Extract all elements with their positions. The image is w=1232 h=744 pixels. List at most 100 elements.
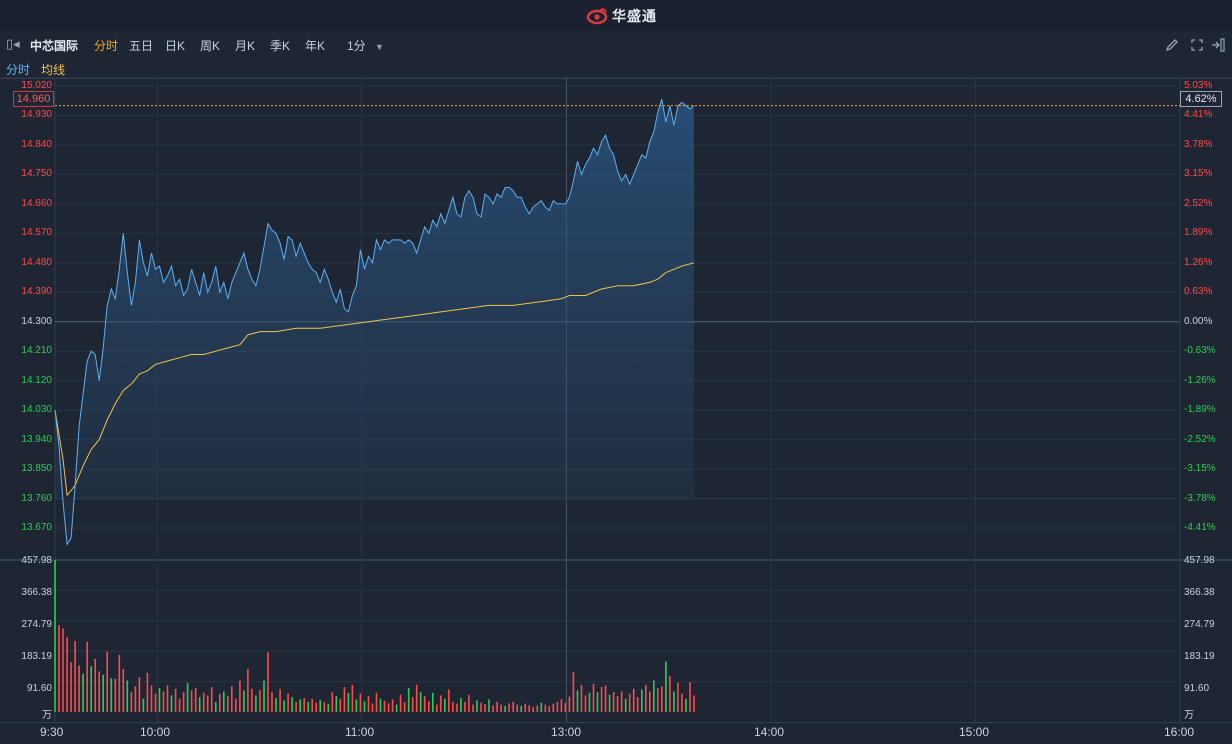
volume-tick-label: 366.38 [21, 587, 52, 598]
pencil-icon[interactable] [1165, 38, 1179, 52]
volume-tick-label: 91.60 [26, 683, 52, 694]
volume-bar [636, 697, 639, 712]
chart-toolbar: ▯◂ 中芯国际 分时 五日 日K 周K 月K 季K 年K 1分 ▼ [0, 31, 1232, 58]
volume-bar [178, 698, 181, 712]
volume-bar [673, 691, 675, 712]
volume-bar [371, 703, 374, 712]
volume-bar [223, 691, 225, 712]
interval-value: 1分 [347, 39, 366, 53]
volume-bar [206, 695, 209, 712]
time-tick-label: 15:00 [959, 725, 990, 739]
volume-bar [649, 691, 651, 712]
volume-bar [331, 692, 334, 712]
percent-tick-label: -0.63% [1184, 345, 1216, 357]
volume-bar [399, 694, 402, 712]
volume-bar [379, 698, 382, 712]
current-price-badge: 14.960 [13, 91, 54, 107]
volume-tick-label: 万 [42, 710, 52, 721]
volume-bar [186, 682, 189, 712]
volume-bar [536, 705, 539, 712]
percent-tick-label: 1.89% [1184, 227, 1213, 239]
volume-tick-label: 274.79 [1184, 619, 1215, 630]
volume-bar [142, 698, 145, 712]
volume-bar [528, 705, 530, 712]
tab-daily-k[interactable]: 日K [165, 39, 186, 53]
volume-bar [440, 695, 442, 712]
current-change-badge: 4.62% [1180, 91, 1222, 107]
price-tick-label: 13.850 [21, 463, 52, 475]
volume-bar [227, 696, 229, 712]
volume-bar [596, 692, 599, 712]
volume-bar [279, 688, 281, 712]
volume-bar [488, 699, 490, 712]
volume-bar [584, 695, 587, 712]
price-tick-label: 14.120 [21, 374, 52, 386]
volume-bar [677, 682, 679, 712]
brand-name: 华盛通 [612, 8, 657, 24]
volume-bar [363, 701, 366, 712]
volume-bar [307, 702, 309, 712]
volume-bar [544, 704, 547, 712]
tab-monthly-k[interactable]: 月K [235, 39, 256, 53]
volume-bar [235, 698, 237, 712]
volume-bar [669, 676, 671, 712]
tab-yearly-k[interactable]: 年K [305, 39, 326, 53]
volume-bar [215, 702, 217, 712]
fullscreen-icon[interactable] [1190, 38, 1204, 52]
volume-bar [343, 687, 346, 712]
volume-bar [520, 706, 522, 712]
volume-bar [114, 678, 117, 712]
volume-bar [54, 560, 56, 712]
volume-bar [608, 694, 611, 712]
volume-bar [448, 689, 450, 712]
volume-bar [323, 702, 326, 712]
volume-bar [90, 666, 92, 712]
volume-bar [251, 688, 253, 712]
tab-quarterly-k[interactable]: 季K [270, 39, 291, 53]
volume-bar [319, 700, 321, 712]
legend-minute[interactable]: 分时 [6, 63, 31, 77]
volume-bar [359, 693, 362, 712]
volume-bar [428, 701, 430, 712]
collapse-left-icon[interactable]: ▯◂ [6, 36, 20, 51]
volume-bar [162, 691, 165, 712]
time-tick-label: 14:00 [754, 725, 785, 739]
percent-tick-label: 0.63% [1184, 286, 1213, 298]
tab-weekly-k[interactable]: 周K [200, 39, 221, 53]
volume-bar [367, 696, 370, 712]
volume-bar [118, 654, 121, 712]
price-tick-label: 15.020 [21, 80, 52, 91]
volume-tick-label: 万 [1184, 710, 1194, 721]
interval-select[interactable]: 1分 ▼ [347, 37, 384, 54]
volume-bar [387, 703, 390, 712]
volume-bar [82, 673, 84, 712]
price-tick-label: 14.840 [21, 138, 52, 150]
volume-bar [66, 637, 68, 712]
brand-logo-icon [586, 8, 608, 25]
volume-bars [54, 560, 695, 712]
percent-tick-label: -3.15% [1184, 463, 1216, 475]
volume-bar [287, 693, 289, 712]
volume-bar [681, 693, 683, 712]
price-area [55, 99, 694, 545]
percent-tick-label: -3.78% [1184, 492, 1216, 504]
volume-bar [158, 688, 161, 712]
tab-minute[interactable]: 分时 [94, 39, 119, 53]
volume-bar [174, 688, 177, 712]
volume-bar [198, 697, 201, 712]
volume-bar [267, 652, 269, 712]
percent-tick-label: 3.78% [1184, 138, 1213, 150]
legend-average[interactable]: 均线 [41, 63, 66, 77]
volume-tick-label: 457.98 [21, 555, 52, 566]
price-tick-label: 13.760 [21, 492, 52, 504]
volume-bar [516, 704, 518, 712]
volume-bar [480, 702, 482, 712]
collapse-right-icon[interactable] [1210, 38, 1226, 52]
volume-bar [592, 683, 595, 712]
chevron-down-icon: ▼ [375, 42, 384, 52]
volume-bar [383, 700, 386, 712]
tab-five-day[interactable]: 五日 [129, 39, 154, 53]
volume-bar [355, 699, 358, 712]
volume-bar [572, 672, 575, 712]
